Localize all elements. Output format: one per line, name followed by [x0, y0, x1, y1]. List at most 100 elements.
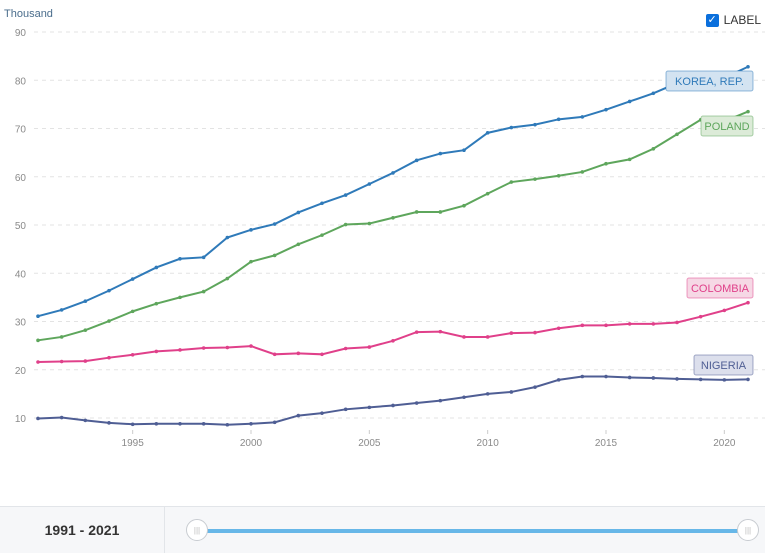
data-point — [698, 377, 703, 382]
data-point — [627, 157, 632, 162]
y-tick-label: 10 — [15, 414, 27, 425]
data-point — [36, 416, 40, 421]
data-point — [83, 418, 88, 423]
data-point — [59, 415, 64, 420]
data-point — [556, 326, 561, 331]
data-point — [249, 228, 253, 232]
series-label-box — [686, 277, 754, 299]
data-point — [627, 375, 632, 380]
data-point — [438, 151, 443, 156]
data-point — [462, 395, 466, 400]
label-checkbox[interactable]: ✓ — [705, 13, 719, 27]
data-point — [225, 422, 230, 427]
series-label-box — [700, 115, 754, 137]
data-point — [320, 352, 324, 357]
range-slider-track[interactable] — [197, 529, 748, 533]
y-axis-unit-label: Thousand — [4, 8, 53, 20]
data-point — [367, 405, 372, 410]
label-toggle[interactable]: ✓ LABEL — [705, 13, 761, 27]
data-point — [533, 330, 537, 335]
data-point — [249, 259, 253, 264]
data-point — [343, 407, 348, 412]
label-toggle-text: LABEL — [723, 13, 761, 27]
data-point — [746, 64, 750, 69]
data-point — [627, 322, 632, 326]
data-point — [746, 377, 750, 382]
y-tick-label: 70 — [15, 125, 27, 136]
data-point — [509, 390, 514, 394]
data-point — [343, 193, 348, 197]
data-point — [414, 210, 419, 214]
data-point — [178, 256, 182, 261]
data-point — [107, 355, 111, 360]
series-line-poland — [37, 110, 749, 342]
range-slider-end-handle[interactable]: ||| — [737, 519, 759, 541]
data-point — [509, 125, 514, 130]
data-point — [580, 323, 585, 328]
data-point — [178, 348, 182, 352]
data-point — [556, 173, 561, 178]
data-point — [320, 201, 324, 206]
data-point — [343, 346, 348, 351]
y-tick-label: 60 — [15, 173, 27, 184]
data-point — [367, 182, 372, 186]
data-point — [462, 335, 466, 339]
data-point — [391, 403, 395, 408]
data-point — [414, 330, 419, 334]
data-point — [367, 345, 372, 349]
data-point — [225, 276, 230, 281]
x-tick-label: 1995 — [122, 438, 145, 449]
data-point — [36, 360, 40, 364]
x-tick-label: 2015 — [595, 438, 618, 449]
data-point — [391, 171, 395, 175]
data-point — [391, 339, 395, 343]
y-tick-label: 20 — [15, 366, 27, 377]
data-point — [556, 117, 561, 122]
data-point — [651, 146, 656, 151]
data-point — [83, 328, 88, 332]
data-point — [154, 265, 159, 270]
data-point — [83, 299, 88, 304]
data-point — [296, 351, 301, 356]
data-point — [651, 91, 656, 96]
data-point — [414, 401, 419, 405]
data-point — [533, 385, 537, 389]
data-point — [201, 346, 206, 350]
data-point — [675, 377, 679, 381]
data-point — [627, 99, 632, 104]
range-slider-start-handle[interactable]: ||| — [186, 519, 208, 541]
data-point — [154, 301, 159, 306]
data-point — [154, 349, 159, 354]
x-tick-label: 2010 — [477, 438, 500, 449]
y-tick-label: 50 — [15, 221, 27, 232]
data-point — [107, 421, 111, 425]
line-chart: 10 20 30 40 50 60 70 80 90 1995 2000 2005 2010 2015 20… — [15, 28, 765, 449]
data-point — [746, 109, 750, 114]
data-point — [59, 308, 64, 312]
time-range-footer: 1991 - 2021 ||| ||| — [0, 506, 765, 553]
series-line-colombia — [37, 301, 749, 364]
y-tick-label: 80 — [15, 76, 27, 87]
series-label: COLOMBIA — [691, 283, 750, 295]
data-point — [604, 161, 608, 166]
data-point — [533, 122, 537, 127]
data-point — [533, 177, 537, 181]
data-point — [225, 345, 230, 350]
data-point — [249, 344, 253, 348]
x-tick-label: 2000 — [240, 438, 263, 449]
data-point — [36, 338, 40, 343]
data-point — [107, 319, 111, 323]
series-label: POLAND — [704, 121, 749, 133]
data-point — [272, 253, 277, 258]
data-point — [130, 277, 135, 281]
data-point — [485, 335, 490, 339]
data-point — [438, 210, 443, 214]
data-point — [83, 359, 88, 363]
series-label-box — [665, 70, 754, 92]
series-line-nigeria — [37, 375, 749, 426]
data-point — [107, 288, 111, 293]
data-point — [36, 314, 40, 318]
data-point — [438, 329, 443, 334]
series-label: NIGERIA — [701, 360, 747, 372]
data-point — [580, 374, 585, 379]
